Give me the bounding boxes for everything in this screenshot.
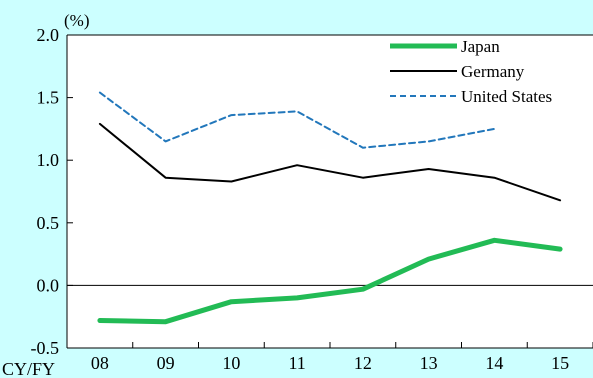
series-line-germany [98, 122, 562, 202]
x-tick-label: 14 [485, 353, 503, 373]
x-tick-label: 13 [420, 353, 438, 373]
y-tick-label: 2.0 [37, 25, 60, 45]
x-axis-title: CY/FY [2, 359, 55, 378]
y-tick-label: 0.0 [37, 275, 60, 295]
x-tick-label: 15 [551, 353, 569, 373]
series-line-united-states [98, 91, 496, 149]
y-tick-label: 1.5 [37, 88, 60, 108]
series-lines [97, 91, 563, 325]
tick-labels: 2.0 1.5 1.0 0.5 0.0 -0.5 08 09 10 11 12 13 14 15 [31, 25, 593, 373]
unit-label: (%) [64, 11, 89, 30]
plot-area [67, 35, 593, 348]
series-line-japan [97, 237, 563, 325]
y-tick-label: 0.5 [37, 213, 60, 233]
legend-label: Germany [461, 62, 525, 81]
x-tick-label: 08 [91, 353, 109, 373]
x-tick-label: 09 [157, 353, 175, 373]
y-tick-label: 1.0 [37, 150, 60, 170]
y-tick-label: -0.5 [31, 338, 60, 358]
x-tick-label: 12 [354, 353, 372, 373]
legend-label: Japan [461, 37, 500, 56]
legend: Japan Germany United States [390, 37, 552, 106]
legend-label: United States [461, 87, 552, 106]
x-tick-label: 10 [222, 353, 240, 373]
x-tick-label: 11 [288, 353, 305, 373]
